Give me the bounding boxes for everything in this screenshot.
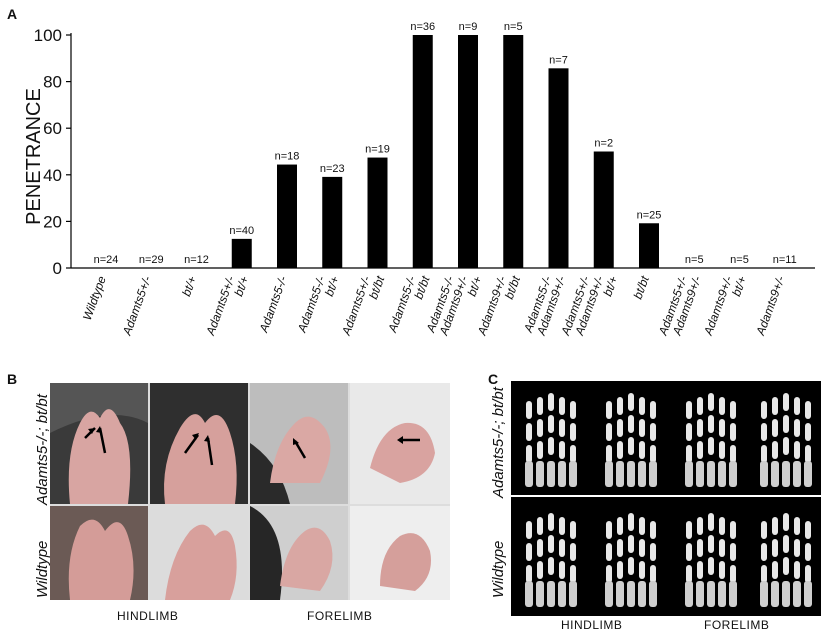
ct-scan-image — [525, 393, 577, 487]
y-tick-label: 0 — [53, 259, 62, 278]
bar — [277, 164, 297, 268]
paw-photo-mutant-fore-2 — [350, 383, 450, 504]
panel-c-row-label-wildtype: Wildtype — [490, 540, 507, 598]
ct-scan-image — [685, 513, 737, 607]
panel-b-hindlimb-label: HINDLIMB — [117, 609, 179, 623]
y-tick-label: 60 — [43, 119, 62, 138]
ct-scan-image — [685, 393, 737, 487]
paw-photo-wildtype-fore-2 — [350, 506, 450, 600]
ct-scan-image — [605, 393, 657, 487]
bar-data-label: n=5 — [730, 254, 749, 266]
bar-data-label: n=7 — [549, 54, 568, 66]
panel-c-ct-grid — [511, 381, 821, 616]
x-tick-label: Adamts5-/- — [294, 274, 328, 335]
bar-data-label: n=12 — [184, 254, 209, 266]
bar-data-label: n=5 — [504, 21, 523, 33]
x-tick-label: Adamts5+/- — [339, 274, 374, 338]
bar-data-label: n=40 — [229, 225, 254, 237]
x-tick-label: Adamts5-/- — [385, 274, 419, 335]
x-tick-label: bt/+ — [231, 274, 251, 298]
x-tick-label: Wildtype — [80, 274, 109, 322]
bar — [503, 35, 524, 268]
panel-letter-a: A — [7, 6, 18, 22]
x-tick-label: Adamts9+/- — [701, 274, 736, 338]
bar-data-label: n=18 — [275, 151, 300, 163]
y-tick-label: 100 — [34, 26, 62, 45]
y-tick-label: 20 — [43, 212, 62, 231]
x-tick-label: bt/+ — [729, 274, 749, 298]
panel-b-row-label-wildtype: Wildtype — [34, 540, 51, 598]
bar-data-label: n=24 — [94, 254, 119, 266]
y-tick-label: 40 — [43, 166, 62, 185]
bar — [412, 35, 433, 268]
x-tick-label: bt/+ — [179, 274, 199, 298]
paw-photo-wildtype-hind-2 — [150, 506, 248, 600]
bar — [322, 176, 343, 268]
panel-letter-b: B — [7, 371, 18, 387]
x-tick-label: bt/+ — [322, 274, 342, 298]
y-tick-label: 80 — [43, 73, 62, 92]
ct-scan-image — [760, 393, 812, 487]
panel-c-forelimb-label: FORELIMB — [704, 618, 770, 632]
bar — [593, 151, 614, 268]
panel-b-forelimb-label: FORELIMB — [307, 609, 373, 623]
x-tick-label: Adamts5+/- — [119, 274, 154, 338]
bar — [639, 223, 659, 268]
panel-letter-c: C — [488, 371, 499, 387]
panel-b-row-label-mutant: Adamts5-/-; bt/bt — [34, 394, 51, 505]
bar-data-label: n=9 — [459, 21, 478, 33]
panel-c-hindlimb-label: HINDLIMB — [561, 618, 623, 632]
paw-photo-mutant-hind-2 — [150, 383, 248, 504]
bar-data-label: n=2 — [594, 138, 613, 150]
bar — [548, 68, 569, 268]
bar-data-label: n=29 — [139, 254, 164, 266]
x-tick-label: bt/bt — [631, 274, 652, 301]
bar — [231, 238, 252, 268]
paw-photo-mutant-hind-1 — [50, 383, 148, 504]
bar — [367, 157, 388, 268]
x-tick-label: bt/+ — [600, 274, 620, 298]
bar-data-label: n=19 — [365, 144, 390, 156]
panel-c-row-label-mutant: Adamts5-/-; bt/bt — [490, 387, 507, 498]
bar — [458, 35, 478, 268]
x-tick-label: Adamts5-/- — [256, 274, 290, 335]
bar-data-label: n=36 — [410, 21, 435, 33]
bar-data-label: n=23 — [320, 163, 345, 175]
panel-b-photo-grid — [50, 383, 450, 600]
ct-scan-image — [760, 513, 812, 607]
bar-data-label: n=25 — [637, 209, 662, 221]
paw-photo-wildtype-fore-1 — [250, 506, 348, 600]
ct-scan-image — [605, 513, 657, 607]
x-tick-label: Adamts5+/- — [203, 274, 238, 338]
paw-photo-mutant-fore-1 — [250, 383, 348, 504]
paw-photo-wildtype-hind-1 — [50, 506, 148, 600]
ct-scan-image — [525, 513, 577, 607]
y-axis-label: PENETRANCE — [23, 88, 45, 225]
bar-data-label: n=5 — [685, 254, 704, 266]
bar-data-label: n=11 — [773, 254, 797, 266]
x-tick-label: bt/+ — [465, 274, 485, 298]
x-tick-label: Adamts9+/- — [753, 274, 788, 338]
penetrance-bar-chart: 0 20 40 60 80 100 PENETRANCE n=24 Wildtype n=29 Ad… — [23, 21, 815, 338]
